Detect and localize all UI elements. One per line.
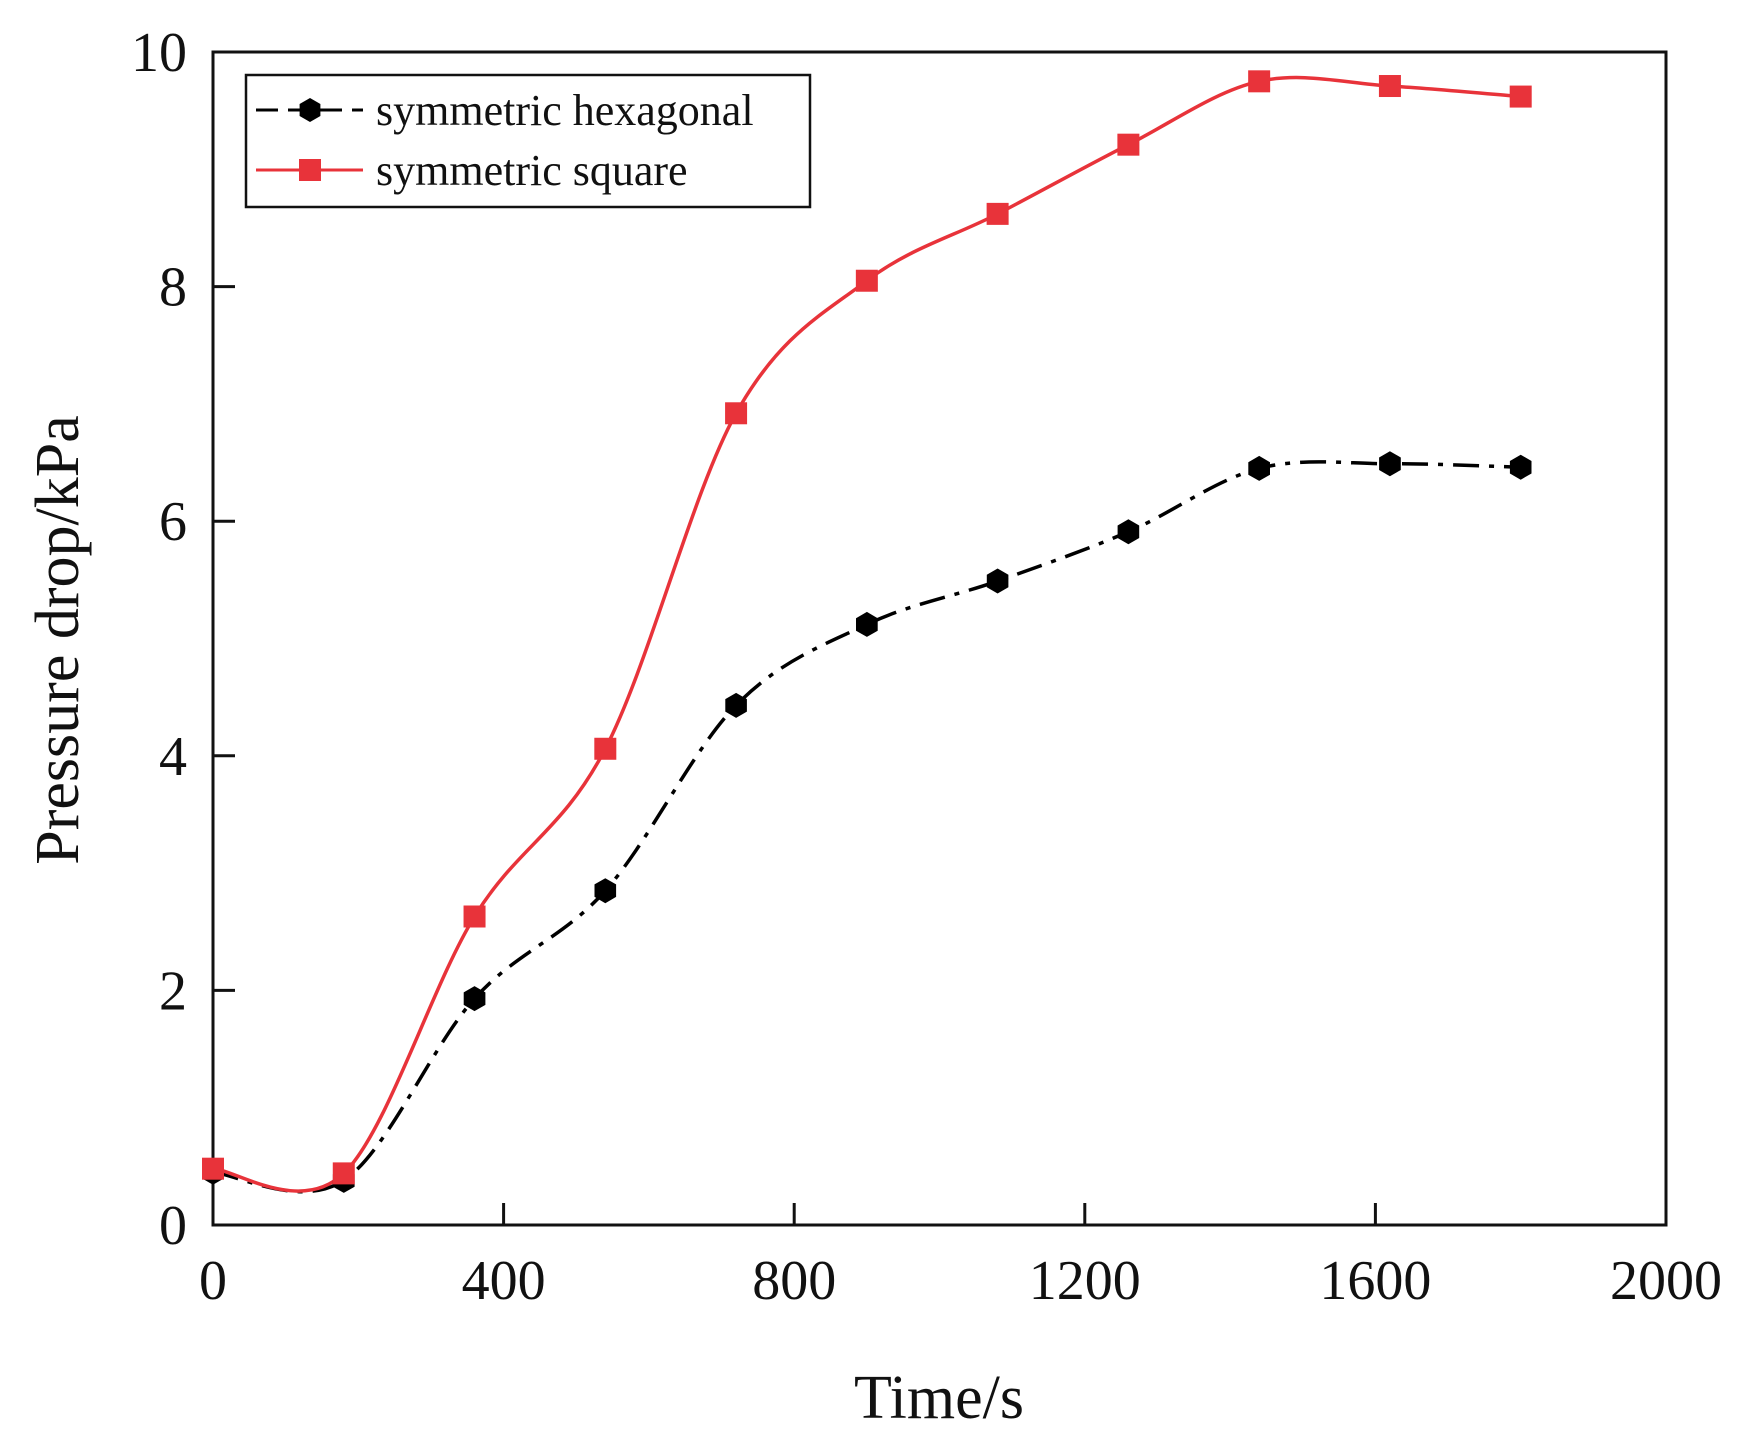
- y-tick-label-4: 4: [159, 726, 187, 788]
- legend-box: [244, 73, 812, 209]
- series-1-point-7: [1117, 133, 1140, 156]
- series-0-point-8: [1248, 455, 1270, 481]
- series-0-point-7: [1117, 519, 1140, 545]
- series-1-point-3: [594, 737, 617, 760]
- plot-frame: [211, 50, 1668, 1227]
- series-line-0: [212, 460, 1521, 1194]
- y-tick-label-0: 0: [159, 1195, 187, 1257]
- series-1-point-2: [463, 905, 486, 928]
- series-1-point-10: [1509, 85, 1532, 108]
- legend-marker-square: [299, 159, 321, 181]
- x-tick-label-2000: 2000: [1610, 1250, 1722, 1312]
- series-1-point-6: [986, 202, 1009, 225]
- series-markers: [202, 70, 1532, 1193]
- axis-ticks: 0 400 800 1200 1600 2000 0 2 4 6 8 10: [131, 22, 1722, 1312]
- series-1-point-5: [855, 269, 878, 292]
- legend-marker-hexagonal: [299, 98, 321, 122]
- series-0-point-5: [856, 611, 878, 637]
- series-1-point-9: [1378, 75, 1401, 98]
- series-0-point-10: [1509, 454, 1532, 480]
- series-1-point-4: [725, 402, 748, 425]
- x-tick-label-0: 0: [199, 1250, 227, 1312]
- series-0-point-3: [594, 878, 617, 904]
- series-0-point-2: [463, 986, 486, 1012]
- y-tick-label-10: 10: [131, 22, 187, 84]
- x-tick-label-800: 800: [752, 1250, 836, 1312]
- series-1-point-0: [202, 1157, 224, 1180]
- y-tick-label-8: 8: [159, 257, 187, 319]
- series-0-point-9: [1379, 451, 1401, 477]
- series-1-point-1: [332, 1162, 355, 1185]
- series-1-point-8: [1248, 70, 1271, 93]
- series-0-point-6: [986, 568, 1009, 594]
- legend-label-hexagonal: symmetric hexagonal: [376, 86, 754, 135]
- legend: symmetric hexagonal symmetric square: [244, 73, 812, 209]
- x-axis-title: Time/s: [854, 1364, 1024, 1432]
- series-0-point-4: [725, 692, 747, 718]
- legend-label-square: symmetric square: [376, 146, 688, 195]
- x-tick-label-1200: 1200: [1029, 1250, 1141, 1312]
- y-axis-title: Pressure drop/kPa: [24, 415, 92, 864]
- x-tick-label-1600: 1600: [1319, 1250, 1431, 1312]
- y-tick-label-6: 6: [159, 491, 187, 553]
- y-tick-label-2: 2: [159, 960, 187, 1022]
- x-tick-label-400: 400: [462, 1250, 546, 1312]
